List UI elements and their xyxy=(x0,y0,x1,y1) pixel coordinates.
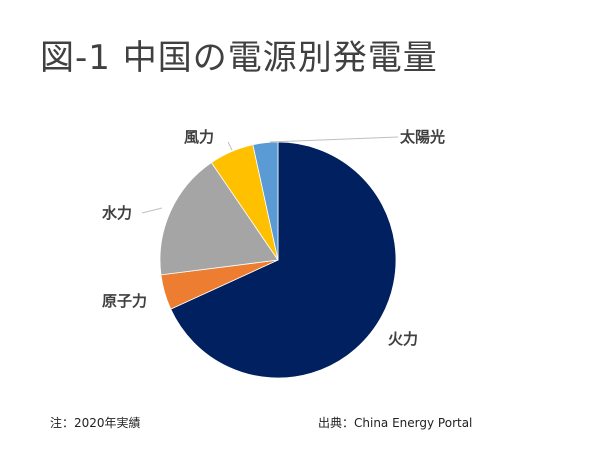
chart-title: 図-1 中国の電源別発電量 xyxy=(40,38,438,78)
slice-label-3: 風力 xyxy=(184,128,214,146)
slice-label-1: 原子力 xyxy=(102,292,147,310)
leader-line-4 xyxy=(269,136,399,143)
note-text: 注：2020年実績 xyxy=(50,416,141,430)
leader-line-2 xyxy=(141,207,163,214)
pie-slice-0 xyxy=(170,141,397,379)
slice-label-4: 太陽光 xyxy=(400,128,445,146)
source-text: 出典：China Energy Portal xyxy=(318,416,473,430)
slice-label-0: 火力 xyxy=(388,330,418,348)
leader-line-3 xyxy=(227,141,233,151)
slice-label-2: 水力 xyxy=(102,204,132,222)
pie-slice-2 xyxy=(159,162,279,276)
